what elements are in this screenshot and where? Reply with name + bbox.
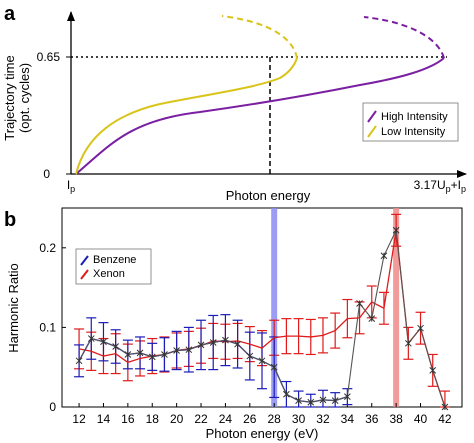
x-tick-label: 20 [170, 412, 184, 426]
panel-b-bands [271, 208, 400, 407]
ratio-point [234, 340, 241, 348]
ratio-point [283, 390, 290, 398]
ratio-point [209, 339, 217, 346]
panel-b-frame [61, 207, 463, 408]
panel-a-y-axis-subtitle: (opt. cycles) [17, 63, 32, 133]
tick-r-2: +I [451, 178, 461, 192]
ratio-point [319, 396, 327, 404]
x-tick-label: 38 [389, 412, 403, 426]
high-intensity-curve [75, 57, 445, 175]
tick-r-1: p [446, 184, 451, 194]
ratio-point [124, 351, 132, 358]
ratio-point [429, 367, 437, 374]
ratio-point [75, 357, 83, 365]
panel-a-label: a [4, 3, 16, 25]
x-tick-label: 16 [121, 412, 135, 426]
legend-high-label: High Intensity [381, 111, 448, 123]
legend-low-label: Low Intensity [381, 126, 446, 138]
ratio-point [368, 315, 376, 322]
ratio-point [112, 343, 120, 350]
panel-a-y-axis-title: Trajectory time [2, 55, 17, 140]
panel-b-label: b [4, 209, 16, 231]
y-tick-label: 0.1 [39, 320, 56, 334]
x-tick-label: 12 [72, 412, 86, 426]
panel-a-x-tick-right: 3.17Up+Ip [414, 178, 466, 194]
ratio-point [331, 397, 339, 404]
ratio-point [404, 339, 412, 347]
x-tick-label: 14 [97, 412, 111, 426]
ratio-point [380, 252, 388, 260]
y-tick-label: 0.2 [39, 241, 56, 255]
panel-a-legend-box [362, 102, 459, 142]
legend-benzene-label: Benzene [93, 254, 136, 266]
ratio-point [356, 300, 363, 307]
panel-a-x-axis-title: Photon energy [226, 188, 311, 203]
legend-benzene-swatch [80, 255, 89, 266]
panel-a-legend: High Intensity Low Intensity [362, 102, 459, 142]
ratio-point [441, 403, 449, 411]
y-tick-label: 0 [49, 400, 56, 414]
panel-b-x-axis-title: Photon energy (eV) [206, 426, 319, 441]
x-tick-label: 28 [268, 412, 282, 426]
ratio-point [136, 349, 144, 357]
ratio-point [270, 363, 278, 371]
legend-xenon-swatch [80, 269, 89, 280]
low-intensity-curve-dashed [221, 15, 298, 59]
x-tick-label: 34 [341, 412, 355, 426]
ratio-point [185, 346, 193, 354]
ratio-point [392, 226, 400, 234]
ratio-point [222, 336, 229, 344]
ratio-point [295, 397, 302, 404]
highlight-band [271, 208, 278, 407]
x-tick-label: 30 [292, 412, 306, 426]
ratio-point [258, 357, 266, 365]
x-tick-label: 24 [219, 412, 233, 426]
high-intensity-curve-dashed [363, 16, 445, 59]
low-intensity-curve [75, 57, 298, 175]
panel-a-y-tick-label: 0 [43, 167, 50, 181]
x-tick-label: 32 [316, 412, 330, 426]
ratio-point [161, 351, 168, 358]
x-tick-label: 40 [414, 412, 428, 426]
x-tick-label: 18 [146, 412, 160, 426]
ratio-point [148, 353, 156, 361]
ip-main: I [67, 178, 70, 192]
x-tick-label: 22 [194, 412, 208, 426]
panel-a-x-tick-left: Ip [67, 178, 75, 194]
panel-b-legend: Benzene Xenon [75, 248, 152, 285]
ratio-point [100, 338, 107, 346]
panel-b-y-axis-title: Harmonic Ratio [6, 263, 21, 353]
highlight-band [393, 208, 400, 407]
ratio-point [173, 347, 180, 354]
ratio-point [87, 335, 95, 342]
ratio-point [417, 324, 424, 332]
ratio-point [246, 352, 254, 360]
x-tick-label: 26 [243, 412, 257, 426]
tick-r-0: 3.17U [414, 178, 446, 192]
panel-a: a 0.65 0 Ip 3.17Up+Ip Photon energy Traj… [2, 3, 467, 203]
x-tick-label: 36 [365, 412, 379, 426]
panel-b-ticks: 12 14 16 18 20 22 24 26 28 30 32 34 36 38 40 42 0 0.1 0.2 [39, 241, 452, 426]
ip-sub: p [70, 184, 75, 194]
panel-b: b 12 14 16 18 20 22 24 26 28 30 32 34 36 38 40 42 0 0.1 0.… [4, 207, 463, 441]
tick-r-3: p [461, 184, 466, 194]
panel-b-legend-box [75, 248, 152, 285]
xenon-line [78, 230, 446, 408]
ratio-point [197, 341, 205, 349]
ratio-point [307, 398, 315, 406]
legend-high-swatch [367, 110, 377, 123]
panel-b-series [74, 213, 450, 411]
panel-a-y-tick-label: 0.65 [37, 50, 61, 64]
ratio-point [344, 393, 351, 401]
legend-low-swatch [367, 125, 377, 138]
legend-xenon-label: Xenon [93, 268, 125, 280]
x-tick-label: 42 [438, 412, 452, 426]
